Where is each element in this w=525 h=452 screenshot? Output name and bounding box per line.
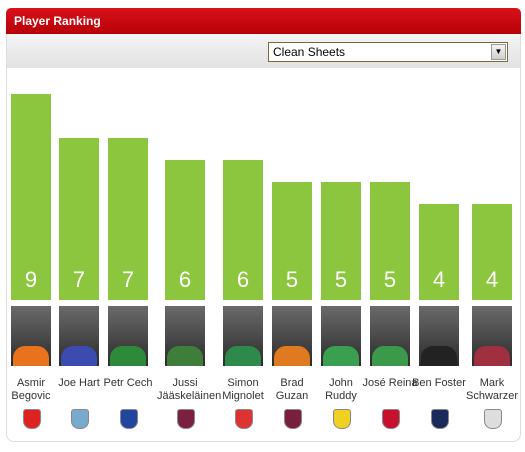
player-name: John Ruddy <box>325 377 357 402</box>
value-label: 5 <box>334 267 348 292</box>
player-photo <box>419 306 459 366</box>
player-photo <box>11 306 51 366</box>
player-photo <box>165 306 205 366</box>
player-name: Brad Guzan <box>275 377 309 402</box>
player-photo <box>108 306 148 366</box>
widget-header: Player Ranking <box>6 8 521 34</box>
dropdown[interactable]: Clean Sheets ▼ <box>268 42 508 62</box>
bar <box>321 182 361 300</box>
bar <box>59 138 99 300</box>
club-badge <box>120 409 138 429</box>
photo-shirt <box>372 346 408 366</box>
player-photo <box>370 306 410 366</box>
club-badge <box>23 409 41 429</box>
player-photo <box>321 306 361 366</box>
club-badge <box>382 409 400 429</box>
player-name: Mark Schwarzer <box>466 377 518 402</box>
bar <box>108 138 148 300</box>
club-badge <box>284 409 302 429</box>
photo-shirt <box>225 346 261 366</box>
value-label: 6 <box>236 267 250 292</box>
club-badge <box>431 409 449 429</box>
photo-shirt <box>323 346 359 366</box>
club-badge <box>177 409 195 429</box>
bar <box>223 160 263 300</box>
bar <box>165 160 205 300</box>
value-label: 7 <box>72 267 86 292</box>
bar <box>370 182 410 300</box>
value-label: 4 <box>485 267 499 292</box>
photo-shirt <box>167 346 203 366</box>
value-label: 7 <box>121 267 135 292</box>
chart-panel <box>6 68 521 442</box>
value-label: 4 <box>432 267 446 292</box>
bar <box>472 204 512 300</box>
player-name: Petr Cech <box>103 377 153 389</box>
dropdown-arrow[interactable]: ▼ <box>491 44 506 60</box>
player-name: Asmir Begovic <box>11 377 51 402</box>
photo-shirt <box>61 346 97 366</box>
photo-shirt <box>274 346 310 366</box>
club-badge <box>71 409 89 429</box>
player-name: Simon Mignolet <box>222 377 264 402</box>
player-photo <box>272 306 312 366</box>
bar <box>419 204 459 300</box>
photo-shirt <box>421 346 457 366</box>
value-label: 5 <box>285 267 299 292</box>
bar <box>272 182 312 300</box>
bar <box>11 94 51 300</box>
player-name: José Reina <box>362 377 418 389</box>
player-photo <box>59 306 99 366</box>
photo-shirt <box>13 346 49 366</box>
player-name: Jussi Jääskeläinen <box>157 377 222 402</box>
player-name: Ben Foster <box>412 377 466 389</box>
player-name: Joe Hart <box>58 377 100 389</box>
value-label: 5 <box>383 267 397 292</box>
club-badge <box>333 409 351 429</box>
dropdown-value: Clean Sheets <box>273 45 346 59</box>
player-photo <box>472 306 512 366</box>
value-label: 6 <box>178 267 192 292</box>
player-photo <box>223 306 263 366</box>
club-badge <box>235 409 253 429</box>
photo-shirt <box>110 346 146 366</box>
value-label: 9 <box>24 267 38 292</box>
photo-shirt <box>474 346 510 366</box>
club-badge <box>484 409 502 429</box>
